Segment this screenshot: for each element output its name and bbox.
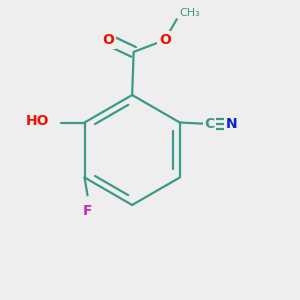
Text: O: O	[159, 33, 171, 47]
Text: C: C	[204, 117, 214, 131]
Text: HO: HO	[26, 114, 49, 128]
Text: N: N	[226, 117, 238, 131]
Text: F: F	[83, 204, 92, 218]
Text: O: O	[103, 33, 114, 47]
Text: CH₃: CH₃	[180, 8, 200, 18]
